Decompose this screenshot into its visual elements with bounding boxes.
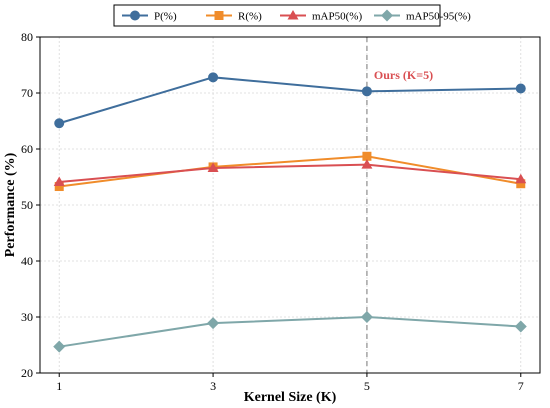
data-point: [53, 176, 65, 187]
x-tick-label: 3: [210, 379, 216, 393]
y-tick-label: 40: [21, 254, 33, 268]
data-point: [53, 340, 66, 353]
data-point: [516, 179, 526, 189]
series-line: [59, 155, 521, 188]
data-point: [515, 173, 527, 184]
x-tick-label: 1: [56, 379, 62, 393]
series-r-: [54, 151, 526, 192]
y-tick-label: 20: [21, 366, 33, 380]
data-point: [361, 159, 373, 169]
legend-label: R(%): [238, 11, 262, 23]
data-point: [54, 118, 65, 129]
data-point: [54, 182, 64, 192]
legend-item: mAP50-95(%): [374, 9, 471, 23]
y-tick-label: 60: [21, 142, 33, 156]
data-point: [515, 83, 526, 94]
data-point: [361, 86, 372, 97]
x-tick-label: 7: [518, 379, 524, 393]
data-point: [207, 162, 219, 173]
y-tick-label: 70: [21, 86, 33, 100]
series-line: [59, 163, 521, 184]
legend-label: mAP50(%): [312, 11, 362, 23]
data-point: [362, 151, 372, 161]
series-group: [53, 72, 527, 353]
series-line: [59, 315, 521, 348]
y-axis-title: Performance (%): [3, 152, 18, 257]
legend-box: [113, 4, 441, 27]
legend-marker: [214, 11, 224, 20]
series-map50-: [53, 159, 527, 187]
data-point: [208, 72, 219, 83]
data-point: [207, 317, 220, 330]
legend-label: mAP50-95(%): [406, 11, 471, 23]
series-p-: [54, 72, 526, 129]
legend-item: P(%): [122, 10, 177, 23]
y-tick-label: 80: [21, 30, 33, 44]
legend-marker: [381, 9, 393, 22]
y-tick-label: 50: [21, 198, 33, 212]
x-tick-label: 5: [364, 379, 370, 393]
legend-item: mAP50(%): [280, 10, 362, 23]
data-point: [514, 320, 527, 333]
legend: P(%) R(%) mAP50(%) mAP50-95(%): [113, 4, 471, 27]
series-line: [58, 76, 521, 125]
axes: 20 30 40 50 60 70 80 1 3 5 7: [21, 30, 524, 393]
legend-marker: [130, 10, 140, 21]
x-axis-title: Kernel Size (K): [244, 390, 337, 405]
y-tick-label: 30: [21, 310, 33, 324]
series-map50-95-: [53, 311, 527, 353]
legend-label: P(%): [154, 11, 177, 23]
annotation-label: Ours (K=5): [374, 68, 433, 82]
data-point: [360, 311, 373, 323]
legend-item: R(%): [206, 11, 262, 23]
legend-marker: [287, 10, 299, 20]
